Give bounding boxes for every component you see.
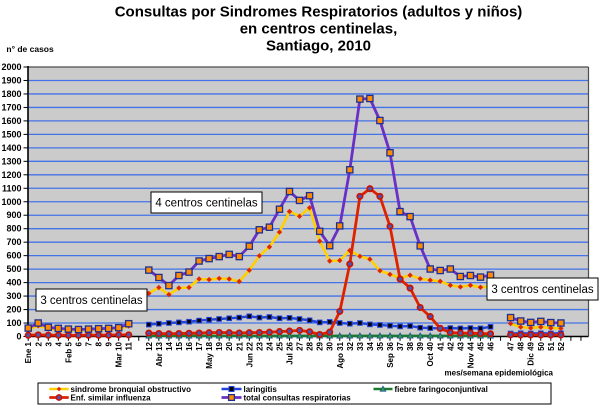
svg-text:mes/semana epidemiológica: mes/semana epidemiológica (445, 369, 554, 378)
svg-text:1400: 1400 (1, 143, 21, 153)
svg-text:2000: 2000 (1, 62, 21, 72)
svg-text:1900: 1900 (1, 75, 21, 85)
svg-text:20: 20 (225, 341, 234, 350)
svg-text:19: 19 (215, 341, 224, 350)
svg-text:700: 700 (6, 237, 21, 247)
svg-text:Dic 49: Dic 49 (527, 341, 536, 365)
svg-text:33: 33 (356, 341, 365, 350)
svg-text:50: 50 (537, 341, 546, 350)
svg-text:30: 30 (326, 341, 335, 350)
svg-text:42: 42 (446, 341, 455, 350)
svg-text:900: 900 (6, 210, 21, 220)
svg-text:3 centros centinelas: 3 centros centinelas (40, 295, 143, 307)
svg-text:Sep 36: Sep 36 (386, 341, 395, 367)
svg-text:51: 51 (547, 341, 556, 350)
svg-text:4: 4 (54, 341, 63, 346)
svg-text:600: 600 (6, 251, 21, 261)
svg-text:Oct 40: Oct 40 (426, 341, 435, 366)
svg-text:41: 41 (436, 341, 445, 350)
svg-text:800: 800 (6, 224, 21, 234)
svg-text:14: 14 (165, 341, 174, 350)
svg-text:24: 24 (265, 341, 274, 350)
svg-text:Ago 31: Ago 31 (336, 341, 345, 368)
svg-text:fiebre faringoconjuntival: fiebre faringoconjuntival (395, 385, 488, 394)
svg-text:3 centros centinelas: 3 centros centinelas (491, 284, 594, 296)
svg-text:7: 7 (85, 341, 94, 346)
svg-text:23: 23 (255, 341, 264, 350)
svg-text:1500: 1500 (1, 129, 21, 139)
svg-text:17: 17 (195, 341, 204, 350)
svg-text:400: 400 (6, 278, 21, 288)
svg-text:25: 25 (275, 341, 284, 350)
svg-text:6: 6 (74, 341, 83, 346)
svg-text:Feb 5: Feb 5 (64, 341, 73, 362)
svg-text:47: 47 (507, 341, 516, 350)
svg-text:500: 500 (6, 264, 21, 274)
svg-text:43: 43 (456, 341, 465, 350)
svg-text:1300: 1300 (1, 156, 21, 166)
svg-text:45: 45 (476, 341, 485, 350)
svg-text:52: 52 (557, 341, 566, 350)
svg-text:37: 37 (396, 341, 405, 350)
svg-text:34: 34 (366, 341, 375, 350)
svg-text:29: 29 (316, 341, 325, 350)
svg-text:12: 12 (145, 341, 154, 350)
svg-text:27: 27 (296, 341, 305, 350)
svg-text:200: 200 (6, 305, 21, 315)
svg-text:May 18: May 18 (205, 341, 214, 368)
svg-text:en centros centinelas,: en centros centinelas, (240, 21, 398, 38)
svg-text:16: 16 (185, 341, 194, 350)
svg-text:11: 11 (125, 341, 134, 350)
svg-text:Mar 10: Mar 10 (115, 341, 124, 367)
svg-text:Jul 26: Jul 26 (286, 341, 295, 364)
svg-text:sindrome bronquial obstructivo: sindrome bronquial obstructivo (71, 385, 192, 394)
svg-text:100: 100 (6, 318, 21, 328)
svg-text:1200: 1200 (1, 170, 21, 180)
svg-text:Santiago, 2010: Santiago, 2010 (266, 38, 371, 55)
svg-text:8: 8 (95, 341, 104, 346)
svg-text:38: 38 (406, 341, 415, 350)
svg-text:Nov 44: Nov 44 (466, 341, 475, 368)
svg-text:48: 48 (517, 341, 526, 350)
svg-text:39: 39 (416, 341, 425, 350)
svg-text:32: 32 (346, 341, 355, 350)
svg-text:3: 3 (44, 341, 53, 346)
svg-text:2: 2 (34, 341, 43, 346)
svg-text:Enf. similar influenza: Enf. similar influenza (71, 393, 152, 402)
svg-text:28: 28 (306, 341, 315, 350)
svg-text:Ene 1: Ene 1 (24, 341, 33, 363)
svg-text:35: 35 (376, 341, 385, 350)
svg-text:1000: 1000 (1, 197, 21, 207)
svg-text:300: 300 (6, 291, 21, 301)
svg-text:Consultas por Sindromes Respir: Consultas por Sindromes Respiratorios (a… (115, 4, 523, 21)
svg-text:1600: 1600 (1, 116, 21, 126)
svg-text:Jun 22: Jun 22 (245, 341, 254, 367)
svg-text:4 centros centinelas: 4 centros centinelas (155, 198, 258, 210)
svg-text:total consultas respiratorias: total consultas respiratorias (244, 393, 352, 402)
svg-text:n° de casos: n° de casos (6, 44, 54, 54)
svg-text:21: 21 (235, 341, 244, 350)
svg-text:9: 9 (105, 341, 114, 346)
svg-text:Abr 13: Abr 13 (155, 341, 164, 366)
svg-text:1800: 1800 (1, 89, 21, 99)
svg-text:46: 46 (487, 341, 496, 350)
svg-text:1700: 1700 (1, 102, 21, 112)
svg-text:15: 15 (175, 341, 184, 350)
svg-text:1100: 1100 (2, 183, 22, 193)
svg-text:0: 0 (16, 332, 21, 342)
svg-text:laringitis: laringitis (244, 385, 278, 394)
